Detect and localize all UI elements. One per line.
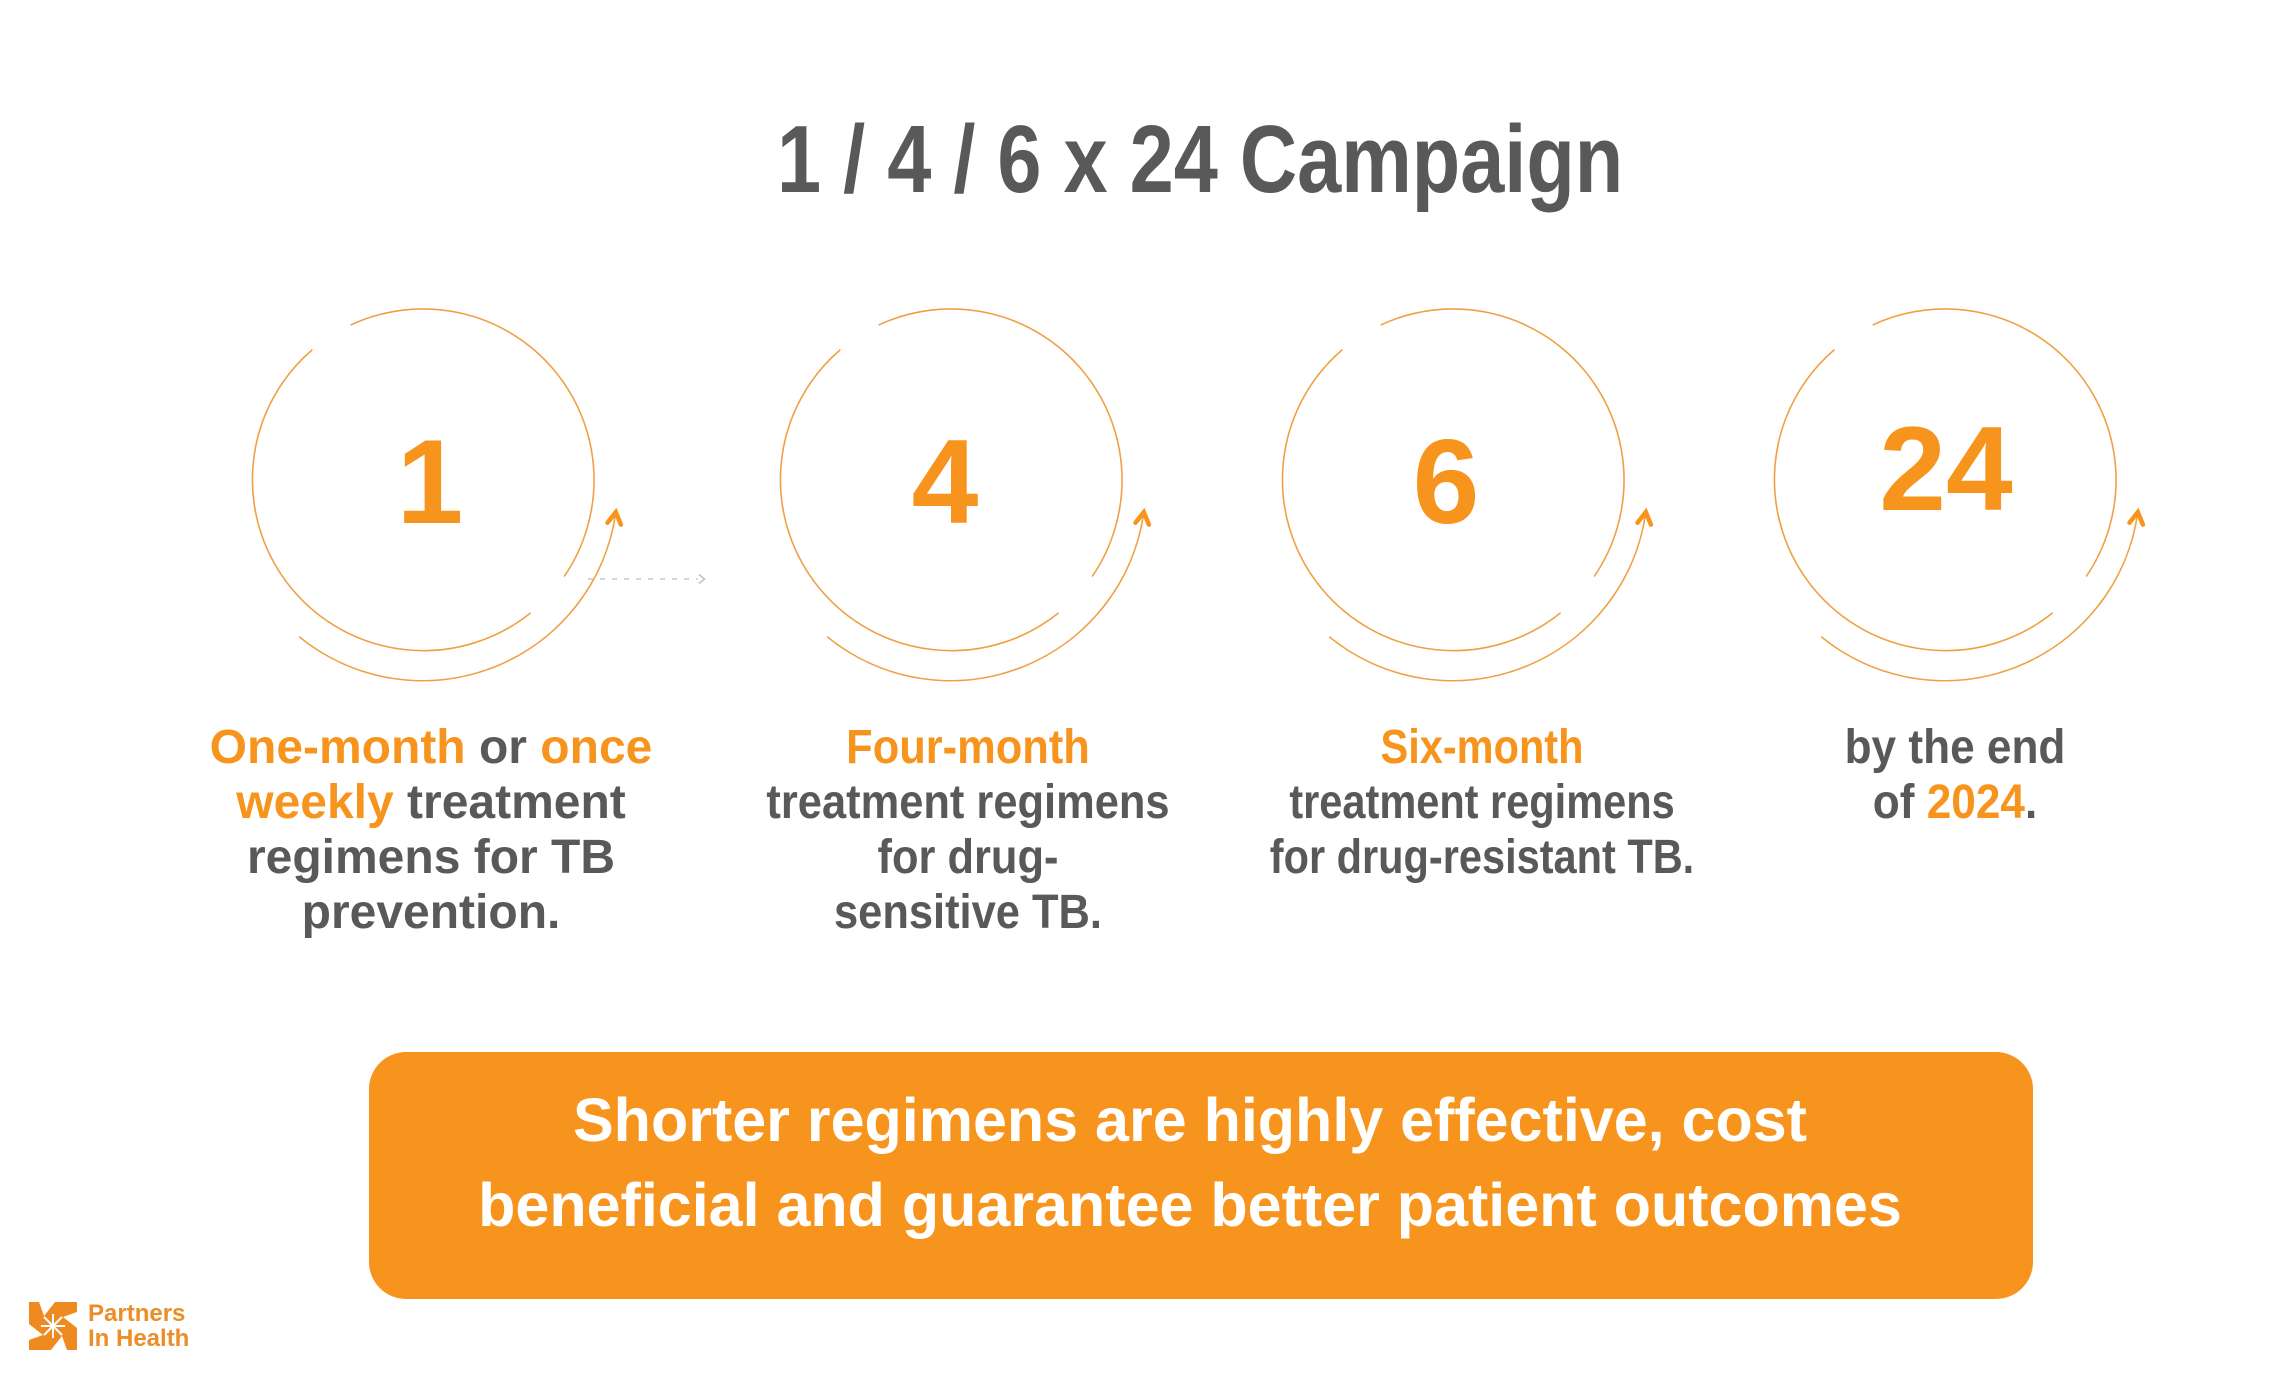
svg-text:6: 6 [1413, 415, 1480, 549]
svg-text:4: 4 [912, 415, 979, 549]
svg-text:1: 1 [397, 415, 464, 549]
svg-text:24: 24 [1879, 402, 2013, 536]
